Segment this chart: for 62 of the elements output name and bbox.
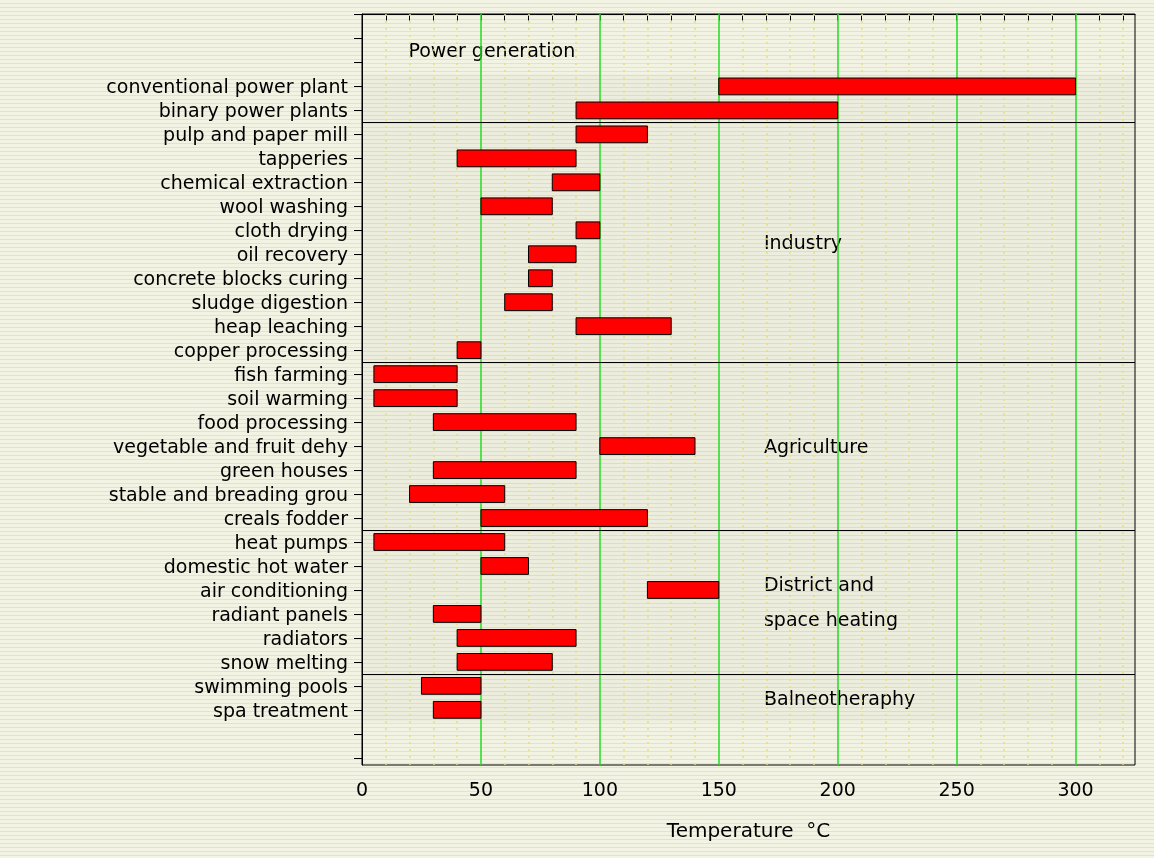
y-tick-label: copper processing [173, 339, 348, 362]
bar [373, 533, 506, 551]
bar [456, 149, 577, 168]
bar [432, 605, 482, 623]
y-tick-label: sludge digestion [191, 291, 348, 314]
bar [575, 101, 839, 120]
bar [456, 629, 577, 647]
y-tick-label: cloth drying [234, 219, 348, 242]
y-tick-label: food processing [197, 411, 348, 434]
y-tick-label: stable and breading grou [108, 483, 348, 506]
bar [575, 221, 601, 240]
y-tick-label: creals fodder [223, 507, 349, 530]
bar [432, 461, 577, 479]
y-tick-label: pulp and paper mill [163, 123, 348, 146]
y-tick-label: green houses [219, 459, 348, 482]
bar [599, 437, 696, 455]
bar [409, 485, 506, 503]
bar [480, 557, 529, 575]
y-tick-label: concrete blocks curing [133, 267, 348, 290]
x-tick-label: 200 [819, 777, 856, 800]
y-tick-label: tapperies [258, 147, 348, 170]
y-tick-label: binary power plants [158, 99, 348, 122]
y-tick-label: wool washing [219, 195, 348, 218]
y-tick-label: oil recovery [236, 243, 348, 266]
x-tick-label: 150 [700, 777, 737, 800]
x-tick-label: 250 [938, 777, 975, 800]
bar [575, 317, 672, 336]
bar [646, 581, 720, 599]
y-tick-label: radiant panels [211, 602, 348, 625]
y-tick-label: radiators [262, 626, 348, 649]
bar [504, 293, 553, 312]
y-tick-label: heap leaching [214, 315, 348, 338]
x-tick-label: 300 [1057, 777, 1094, 800]
bar [575, 125, 648, 144]
bar [432, 700, 482, 719]
y-tick-label: fish farming [234, 363, 348, 386]
y-tick-label: spa treatment [213, 698, 348, 721]
bar [480, 197, 553, 216]
bar [456, 341, 482, 360]
y-tick-label: heat pumps [234, 531, 348, 553]
bar [373, 389, 458, 408]
y-tick-label: domestic hot water [163, 554, 349, 577]
bar [420, 676, 482, 695]
y-tick-label: vegetable and fruit dehy [113, 435, 348, 458]
bar [432, 413, 577, 431]
bar [527, 245, 577, 264]
bar [527, 269, 553, 288]
bar [551, 173, 601, 192]
y-tick-label: snow melting [220, 650, 348, 673]
bar [373, 365, 458, 384]
bar [718, 77, 1077, 96]
bar [456, 653, 553, 671]
x-tick-label: 50 [468, 777, 494, 800]
x-tick-label: 0 [355, 777, 369, 800]
x-axis-title: Temperature °C [665, 818, 831, 842]
y-tick-label: swimming pools [194, 674, 348, 697]
bar [480, 509, 648, 527]
y-tick-label: chemical extraction [160, 171, 348, 194]
y-tick-label: soil warming [227, 387, 348, 410]
x-tick-label: 100 [581, 777, 618, 800]
y-tick-label: air conditioning [199, 578, 348, 601]
y-tick-label: conventional power plant [106, 75, 348, 98]
